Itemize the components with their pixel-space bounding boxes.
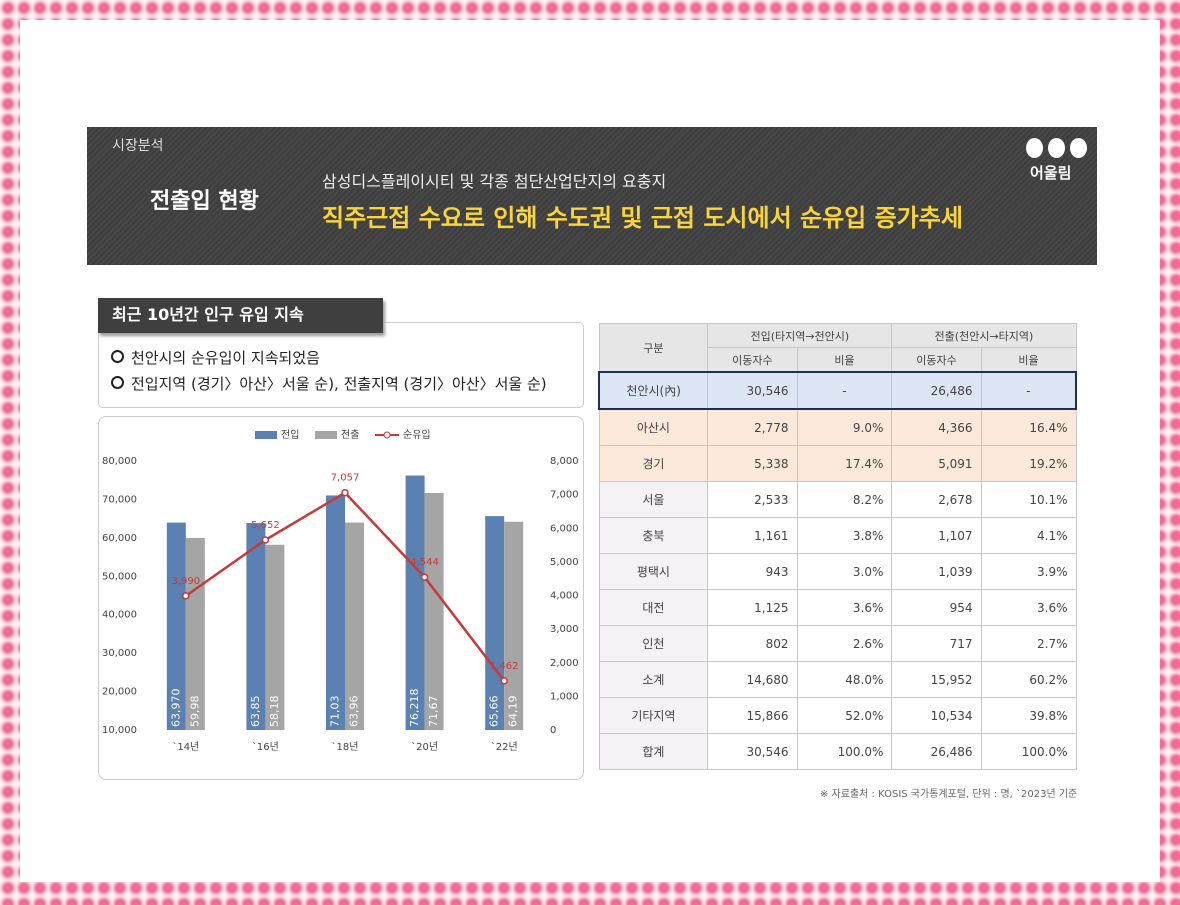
cell: 17.4% bbox=[796, 445, 893, 482]
cell: 16.4% bbox=[980, 408, 1077, 446]
cell: 39.8% bbox=[980, 697, 1077, 734]
cell: 2,778 bbox=[707, 408, 798, 446]
logo-dot bbox=[1070, 138, 1087, 158]
cell: 비율 bbox=[980, 347, 1077, 373]
row: 이동자수 비율 이동자수 비율 bbox=[599, 347, 1077, 373]
cell: 기타지역 bbox=[598, 697, 709, 734]
logo: 어울림 bbox=[1030, 164, 1072, 182]
cell: 8.2% bbox=[796, 481, 893, 518]
row: 천안시(內) 30,546-26,486- bbox=[598, 371, 1077, 410]
row: 소계 14,680 48.0% 15,952 60.2% bbox=[598, 661, 1077, 698]
row: 기타지역 15,866 52.0% 10,534 39.8% bbox=[598, 697, 1077, 734]
cell: 15,952 bbox=[891, 661, 982, 698]
cell: 2.6% bbox=[796, 625, 893, 662]
cell: 9.0% bbox=[796, 408, 893, 446]
cell: 10,534 bbox=[891, 697, 982, 734]
title: 전출입 현황 bbox=[150, 189, 259, 214]
cell: 전입(타지역→천안시) bbox=[707, 323, 893, 348]
header-band bbox=[87, 127, 1097, 265]
cell: 26,486 bbox=[891, 733, 982, 770]
cell: 아산시 bbox=[598, 408, 709, 446]
cell: 30,546 bbox=[707, 733, 798, 770]
cell: 평택시 bbox=[598, 553, 709, 590]
cell: 5,338 bbox=[707, 445, 798, 482]
cell: 인천 bbox=[598, 625, 709, 662]
cell: 5,091 bbox=[891, 445, 982, 482]
cell: 100.0% bbox=[796, 733, 893, 770]
cell: 대전 bbox=[598, 589, 709, 626]
cell: 10.1% bbox=[980, 481, 1077, 518]
row: 평택시 943 3.0% 1,039 3.9% bbox=[598, 553, 1077, 590]
cell: 717 bbox=[891, 625, 982, 662]
logo-dot bbox=[1048, 138, 1065, 158]
cell: 30,546 bbox=[707, 371, 798, 410]
table: 구분 전입(타지역→천안시) 전출(천안시→타지역) 이동자수 비율 이동자수 비율 천안시(… bbox=[598, 323, 1077, 770]
cell: 14,680 bbox=[707, 661, 798, 698]
row: 인천 802 2.6% 717 2.7% bbox=[598, 625, 1077, 662]
row: 합계 30,546 100.0% 26,486 100.0% bbox=[598, 733, 1077, 770]
row: 충북 1,161 3.8% 1,107 4.1% bbox=[598, 517, 1077, 554]
cell: 1,161 bbox=[707, 517, 798, 554]
cell: 비율 bbox=[796, 347, 893, 373]
cell: 943 bbox=[707, 553, 798, 590]
cell: 19.2% bbox=[980, 445, 1077, 482]
cell: 15,866 bbox=[707, 697, 798, 734]
cell: 2,533 bbox=[707, 481, 798, 518]
cell: 4.1% bbox=[980, 517, 1077, 554]
cell: 3.0% bbox=[796, 553, 893, 590]
row: 서울 2,533 8.2% 2,678 10.1% bbox=[598, 481, 1077, 518]
tag: 시장분석 bbox=[112, 138, 164, 154]
cell: 100.0% bbox=[980, 733, 1077, 770]
cell: 1,039 bbox=[891, 553, 982, 590]
row: 경기 5,338 17.4% 5,091 19.2% bbox=[598, 445, 1077, 482]
cell: 전출(천안시→타지역) bbox=[891, 323, 1077, 348]
chart-box bbox=[98, 416, 584, 780]
cell: 52.0% bbox=[796, 697, 893, 734]
cell: 이동자수 bbox=[707, 347, 798, 373]
cell: 서울 bbox=[598, 481, 709, 518]
bullet: 천안시의 순유입이 지속되었음 bbox=[111, 347, 583, 368]
cell: 802 bbox=[707, 625, 798, 662]
bullet: 전입지역 (경기〉아산〉서울 순), 전출지역 (경기〉아산〉서울 순) bbox=[111, 373, 583, 394]
section-title: 최근 10년간 인구 유입 지속 bbox=[98, 298, 383, 333]
cell: 합계 bbox=[598, 733, 709, 770]
subtitle: 삼성디스플레이시티 및 각종 첨단산업단지의 요충지 bbox=[322, 172, 667, 191]
cell: 4,366 bbox=[891, 408, 982, 446]
cell: 3.8% bbox=[796, 517, 893, 554]
cell: 경기 bbox=[598, 445, 709, 482]
row: 대전 1,125 3.6% 954 3.6% bbox=[598, 589, 1077, 626]
cell: 3.6% bbox=[980, 589, 1077, 626]
cell: - bbox=[980, 371, 1077, 410]
note: ※ 자료출처 : KOSIS 국가통계포털, 단위 : 명, `2023년 기준 bbox=[820, 789, 1078, 800]
cell: 60.2% bbox=[980, 661, 1077, 698]
cell: 2.7% bbox=[980, 625, 1077, 662]
cell: 1,107 bbox=[891, 517, 982, 554]
cell: 천안시(內) bbox=[598, 371, 709, 410]
cell: 2,678 bbox=[891, 481, 982, 518]
cell: 소계 bbox=[598, 661, 709, 698]
cell: 3.6% bbox=[796, 589, 893, 626]
row: 아산시 2,778 9.0% 4,366 16.4% bbox=[598, 408, 1077, 446]
cell: 구분 bbox=[598, 323, 709, 373]
row: 구분 전입(타지역→천안시) 전출(천안시→타지역) bbox=[598, 323, 1077, 373]
cell: 26,486 bbox=[891, 371, 982, 410]
cell: 1,125 bbox=[707, 589, 798, 626]
cell: 48.0% bbox=[796, 661, 893, 698]
cell: 충북 bbox=[598, 517, 709, 554]
cell: - bbox=[796, 371, 893, 410]
logo-dot bbox=[1026, 138, 1043, 158]
bullets: 천안시의 순유입이 지속되었음 전입지역 (경기〉아산〉서울 순), 전출지역 … bbox=[98, 322, 584, 408]
cell: 3.9% bbox=[980, 553, 1077, 590]
headline: 직주근접 수요로 인해 수도권 및 근접 도시에서 순유입 증가추세 bbox=[322, 204, 963, 232]
cell: 954 bbox=[891, 589, 982, 626]
cell: 이동자수 bbox=[891, 347, 982, 373]
